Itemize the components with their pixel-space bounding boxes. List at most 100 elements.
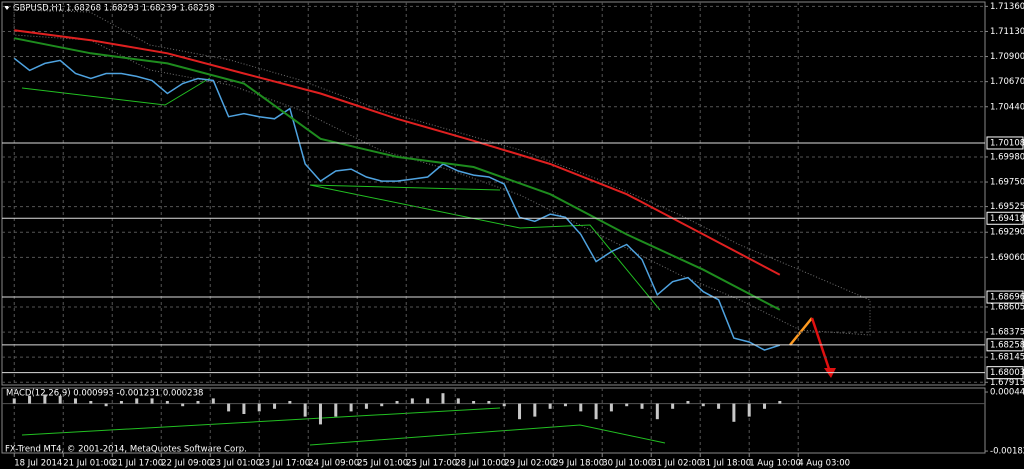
level-box [986,290,1024,304]
macd-bar [456,398,460,404]
macd-bar [43,394,47,404]
macd-bar [242,403,246,414]
y-tick-label: 1.68605 [990,302,1024,312]
footer: FX-Trend MT4, © 2001-2014, MetaQuotes So… [5,445,247,455]
level-label: 1.68258 [990,340,1024,350]
forecast-arrow [789,317,813,346]
macd-frame [1,387,986,454]
level-box [986,136,1024,150]
x-tick-label: 29 Jul 02:00 [504,459,555,469]
x-tick-label: 18 Jul 2014 [14,459,62,469]
y-tick-label: 1.69525 [990,202,1024,212]
macd-bar [288,401,292,404]
x-tick-label: 4 Aug 03:00 [798,459,850,469]
macd-bar [119,401,123,404]
y-tick-label: -0.001826 [990,447,1024,457]
y-tick-label: 1.69060 [990,253,1024,263]
y-tick-label: 1.69290 [990,228,1024,238]
macd-bar [58,395,62,404]
trend-line [309,184,661,311]
macd-bar [533,403,537,417]
level-label: 1.69418 [990,214,1024,224]
y-tick-label: 1.70440 [990,102,1024,112]
x-tick-label: 25 Jul 01:00 [357,459,408,469]
level-box [986,211,1024,225]
chart-title: GBPUSD,H1 1.68268 1.68293 1.68239 1.6825… [13,4,215,14]
x-tick-label: 22 Jul 09:00 [161,459,212,469]
macd-bar [318,403,322,425]
macd-bar [732,403,736,422]
price-line [14,29,781,276]
price-line [14,37,781,311]
macd-bar [671,403,675,409]
y-tick-label: 1.67915 [990,378,1024,388]
macd-bar [701,403,705,407]
macd-bar [426,398,430,404]
trend-line [21,407,501,436]
macd-bar [747,403,751,417]
cloud [13,9,871,336]
macd-bar [104,403,108,407]
x-tick-label: 31 Jul 02:00 [651,459,702,469]
y-tick-label: 1.69750 [990,178,1024,188]
macd-bar [28,395,32,404]
x-tick-label: 21 Jul 17:00 [112,459,163,469]
x-tick-label: 31 Jul 18:00 [700,459,751,469]
level-label: 1.68003 [990,368,1024,378]
y-tick-label: 1.70670 [990,77,1024,87]
macd-bar [165,401,169,404]
macd-bar [196,401,200,404]
macd-bar [686,401,690,404]
price-line [13,57,781,351]
macd-bar [349,403,353,412]
macd-bar [472,401,476,404]
macd-bar [364,403,368,409]
level-label: 1.68696 [990,293,1024,303]
level-box [986,366,1024,380]
macd-bar [717,403,721,409]
trend-line [309,184,501,191]
x-tick-label: 21 Jul 01:00 [63,459,114,469]
macd-bar [12,398,16,404]
trend-line [309,424,666,446]
level-label: 1.70108 [990,138,1024,148]
macd-bar [778,401,782,404]
x-tick-label: 29 Jul 18:00 [553,459,604,469]
macd-bar [135,398,139,404]
macd-bar [441,393,445,404]
macd-bar [579,403,583,412]
macd-bar [89,401,93,404]
macd-bar [150,398,154,404]
macd-title: MACD(12,26,9) 0.000993 -0.001231 0.00023… [6,389,203,399]
macd-bar [502,403,506,407]
x-tick-label: 25 Jul 17:00 [406,459,457,469]
macd-bar [548,403,552,409]
macd-bar [640,403,644,409]
macd-bar [273,403,277,409]
macd-bar [303,403,307,417]
macd-bar [487,401,491,404]
y-tick-label: 1.70900 [990,52,1024,62]
x-tick-label: 23 Jul 01:00 [210,459,261,469]
macd-bar [655,403,659,420]
y-tick-label: 1.68145 [990,353,1024,363]
main-frame [1,1,986,386]
x-tick-label: 30 Jul 10:00 [602,459,653,469]
y-tick-label: 0.000445 [990,388,1024,398]
y-tick-label: 1.71130 [990,27,1024,37]
macd-bar [763,403,767,409]
menu-icon[interactable] [4,6,10,10]
macd-bar [334,403,338,417]
level-box [986,338,1024,352]
x-tick-label: 24 Jul 09:00 [308,459,359,469]
macd-bar [410,398,414,404]
macd-bar [594,403,598,420]
macd-bar [73,398,77,404]
x-tick-label: 28 Jul 10:00 [455,459,506,469]
macd-bar [563,403,567,407]
trend-line [21,77,211,106]
macd-bar [227,403,231,412]
macd-bar [181,403,185,407]
